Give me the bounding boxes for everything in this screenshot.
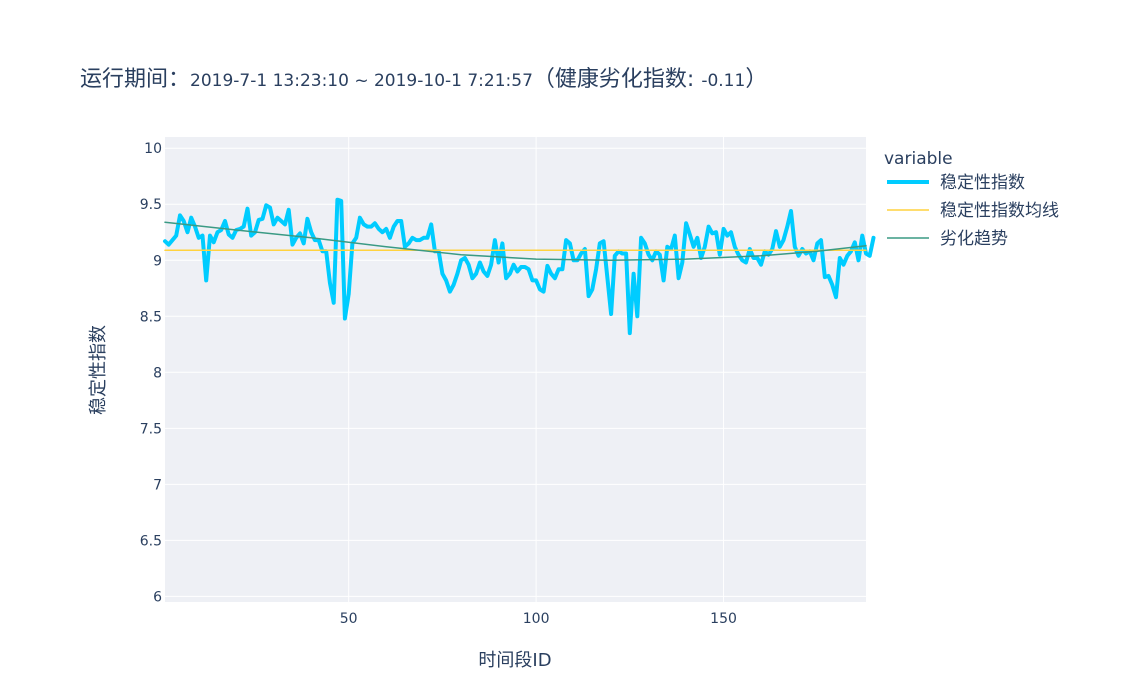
series-line-degradation-trend: [164, 221, 867, 262]
series-layer: [163, 197, 876, 336]
title-health-label: （健康劣化指数:: [533, 67, 701, 92]
x-tick-label: 50: [340, 611, 358, 627]
y-tick-label: 8: [153, 365, 162, 381]
chart-title: 运行期间：2019-7-1 13:23:10 ~ 2019-10-1 7:21:…: [80, 67, 767, 92]
y-tick-label: 6: [153, 589, 162, 605]
y-axis-title: 稳定性指数: [88, 325, 109, 415]
legend-label: 劣化趋势: [940, 229, 1008, 249]
legend-item[interactable]: 劣化趋势: [887, 229, 1008, 249]
plot-area: [165, 137, 866, 602]
x-tick-label: 100: [523, 611, 550, 627]
title-prefix: 运行期间：: [80, 67, 190, 92]
tick-labels: 6 6.5 7 7.5 8 8.5 9 9.5 10 50 100 150: [140, 141, 737, 627]
y-tick-label: 9: [153, 253, 162, 269]
legend-label: 稳定性指数均线: [940, 201, 1059, 221]
y-tick-label: 6.5: [140, 533, 162, 549]
title-health-suffix: ）: [745, 67, 767, 92]
grid-lines: [165, 137, 866, 602]
x-axis-title: 时间段ID: [478, 650, 551, 671]
y-tick-label: 8.5: [140, 309, 162, 325]
series-line-stability-index: [163, 197, 876, 336]
legend-item[interactable]: 稳定性指数均线: [887, 201, 1059, 221]
title-period: 2019-7-1 13:23:10 ~ 2019-10-1 7:21:57: [190, 71, 533, 91]
x-tick-label: 150: [710, 611, 737, 627]
y-tick-label: 7: [153, 477, 162, 493]
y-tick-label: 7.5: [140, 421, 162, 437]
legend-item[interactable]: 稳定性指数: [887, 173, 1025, 193]
title-health-value: -0.11: [701, 71, 745, 91]
y-tick-label: 10: [144, 141, 162, 157]
y-tick-label: 9.5: [140, 197, 162, 213]
legend-title: variable: [884, 149, 953, 169]
legend-label: 稳定性指数: [940, 173, 1025, 193]
